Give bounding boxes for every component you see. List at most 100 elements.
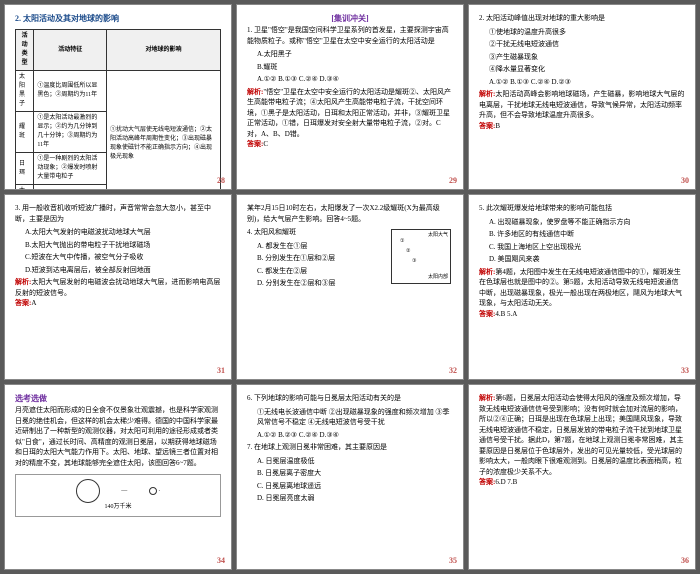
analysis: 解析:第4题，太阳图中发生在无线电短波通信图中的①，耀斑发生在色球层也就是图中的…	[479, 267, 685, 309]
opt: C. 我国上海地区上空出现极光	[479, 242, 685, 253]
slide-35: 6. 下列地球的影响可能与日冕层太阳活动有关的是 ①无线电长波通信中断 ②出现磁…	[236, 384, 464, 570]
slide-32: 某年2月15日10时左右，太阳爆发了一次X2.2级耀斑(X为最高级别)，给大气层…	[236, 194, 464, 380]
page-number: 29	[449, 175, 457, 187]
answer: 答案:B	[479, 121, 685, 132]
analysis: 解析:太阳活动高峰会影响地球磁场，产生磁暴，影响地球大气层的电离层，干扰地球无线…	[479, 89, 685, 121]
opt: B. 日冕层离子密度大	[247, 468, 453, 479]
slide-29: [集训冲关] 1. 卫星"悟空"是我国空间科学卫星系列的首发星，主要探测宇宙高能…	[236, 4, 464, 190]
opt: A. 日冕层温度极低	[247, 456, 453, 467]
answer-label: 答案:	[479, 122, 495, 130]
answer: 答案:A	[15, 298, 221, 309]
th-feature: 活动特征	[34, 30, 107, 71]
slide-30: 2. 太阳活动峰值出现对地球的重大影响是 ①使地球的温度升高很多 ②干扰无线电短…	[468, 4, 696, 190]
answer-text: B	[495, 122, 500, 130]
answer: 答案:C	[247, 139, 453, 150]
analysis: 解析:"悟空"卫星在太空中安全运行的太阳活动是耀斑②、太阳风产生高能带电粒子流；…	[247, 87, 453, 140]
answer-label: 答案:	[479, 478, 495, 486]
slide-36: 解析:第6题，日冕层太阳活动会使得太阳风的强度及频次增加，导致无线电短波通信信号…	[468, 384, 696, 570]
label-outer: 太阳大气	[428, 232, 448, 240]
sun-layers-diagram: 太阳大气 太阳内部 ① ② ③	[391, 229, 451, 284]
opt: B.耀斑	[247, 62, 453, 73]
opt: ③产生磁暴现象	[479, 52, 685, 63]
q5-prompt: 5. 此次耀斑爆发给地球带来的影响可能包括	[479, 203, 685, 214]
layer-1: ①	[400, 238, 404, 246]
opt: B. 许多地区的有线通信中断	[479, 229, 685, 240]
opt: D. 日冕层亮度太弱	[247, 493, 453, 504]
slide-title: 2. 太阳活动及其对地球的影响	[15, 13, 221, 25]
opt: C.短波在大气中传播，被空气分子吸收	[15, 252, 221, 263]
page-number: 32	[449, 365, 457, 377]
sun-earth-diagram: — · 140万千米	[15, 474, 221, 517]
slide-34: 选考选做 月亮遮住太阳而形成的日全食不仅景象壮观震撼，也是科学家观测日冕的绝佳机…	[4, 384, 232, 570]
answer: 答案:6.D 7.B	[479, 477, 685, 488]
cell: 耀斑	[16, 112, 34, 153]
layer-3: ③	[412, 258, 416, 266]
section-title: [集训冲关]	[247, 13, 453, 25]
analysis-text: 太阳大气层发射的电磁波会扰动地球大气层，进而影响电高层反射的短波信号。	[15, 278, 220, 297]
opt: A.太阳黑子	[247, 49, 453, 60]
cell: 日冕层抛射超过100万摄氏度形成带电粒子流	[34, 185, 107, 191]
q1-prompt: 1. 卫星"悟空"是我国空间科学卫星系列的首发星，主要探测宇宙高能物质粒子。或称…	[247, 25, 453, 46]
page-number: 31	[217, 365, 225, 377]
analysis-text: 第6题，日冕层太阳活动会使得太阳风的强度及频次增加，导致无线电短波通信信号受到影…	[479, 394, 684, 476]
cell: ①是一种剧烈的太阳活动现象；②爆发时喷射大量带电粒子	[34, 153, 107, 185]
opt: A. 出现磁暴现象，使罗盘等不能正确指示方向	[479, 217, 685, 228]
text: 月亮遮住太阳而形成的日全食不仅景象壮观震撼，也是科学家观测日冕的绝佳机会，但这样…	[15, 405, 221, 468]
opt: ④降水量显著变化	[479, 64, 685, 75]
layer-2: ②	[406, 248, 410, 256]
answer-label: 答案:	[479, 310, 495, 318]
page-number: 35	[449, 555, 457, 567]
activity-table: 活动类型 活动特征 对地球的影响 太阳黑子 ①温度比周围低所以显黑色；②周期约为…	[15, 29, 221, 190]
cell: ①温度比周围低所以显黑色；②周期约为11年	[34, 71, 107, 112]
th-effect: 对地球的影响	[107, 30, 221, 71]
analysis: 解析:太阳大气层发射的电磁波会扰动地球大气层，进而影响电高层反射的短波信号。	[15, 277, 221, 298]
analysis: 解析:第6题，日冕层太阳活动会使得太阳风的强度及频次增加，导致无线电短波通信信号…	[479, 393, 685, 477]
page-number: 30	[681, 175, 689, 187]
opt: ①使地球的温度升高很多	[479, 27, 685, 38]
opt: D.短波到达电离层后，被全部反射回地面	[15, 265, 221, 276]
sun-icon	[76, 479, 100, 503]
analysis-label: 解析:	[247, 88, 263, 96]
q6-choices: A.①② B.②③ C.②④ D.③④	[247, 430, 453, 441]
label-inner: 太阳内部	[428, 274, 448, 282]
analysis-label: 解析:	[479, 90, 495, 98]
page-number: 34	[217, 555, 225, 567]
q6-sub: ①无线电长波通信中断 ②出现磁暴现象的强度和频次增加 ③季风常信号不稳定 ④无线…	[247, 407, 453, 428]
cell: 日珥	[16, 153, 34, 185]
distance-label: 140万千米	[20, 503, 216, 512]
answer-text: 6.D 7.B	[495, 478, 517, 486]
opt: A.①② B.①③ C.②④ D.③④	[247, 74, 453, 85]
analysis-label: 解析:	[15, 278, 31, 286]
cell: ①是太阳活动最激烈的显示；②约为几分钟到几十分钟；③周期约为11年	[34, 112, 107, 153]
q-header: 某年2月15日10时左右，太阳爆发了一次X2.2级耀斑(X为最高级别)，给大气层…	[247, 203, 453, 224]
slide-28: 2. 太阳活动及其对地球的影响 活动类型 活动特征 对地球的影响 太阳黑子 ①温…	[4, 4, 232, 190]
section-title: 选考选做	[15, 393, 221, 405]
opt: B.太阳大气抛出的带电粒子干扰地球磁场	[15, 240, 221, 251]
page-number: 33	[681, 365, 689, 377]
answer-label: 答案:	[247, 140, 263, 148]
choice: A.①② B.①③ C.②④ D.②③	[479, 77, 685, 88]
opt: A.太阳大气发射的电磁波扰动地球大气层	[15, 227, 221, 238]
opt: D. 美国飓风来袭	[479, 254, 685, 265]
slide-33: 5. 此次耀斑爆发给地球带来的影响可能包括 A. 出现磁暴现象，使罗盘等不能正确…	[468, 194, 696, 380]
answer: 答案:4.B 5.A	[479, 309, 685, 320]
cell: 太阳黑子	[16, 71, 34, 112]
th-type: 活动类型	[16, 30, 34, 71]
opt: C. 日冕层离地球遥远	[247, 481, 453, 492]
analysis-label: 解析:	[479, 394, 495, 402]
answer-text: A	[31, 299, 36, 307]
q2-prompt: 2. 太阳活动峰值出现对地球的重大影响是	[479, 13, 685, 24]
opt: ②干扰无线电短波通信	[479, 39, 685, 50]
page-number: 28	[217, 175, 225, 187]
analysis-text: 第4题，太阳图中发生在无线电短波通信图中的①，耀斑发生在色球层也就是图中的②。第…	[479, 268, 682, 308]
cell: 太阳风	[16, 185, 34, 191]
slide-31: 3. 用一般收音机收听短波广播时，声音常常会忽大忽小，甚至中断，主要是因为 A.…	[4, 194, 232, 380]
earth-icon	[149, 487, 157, 495]
q3-prompt: 3. 用一般收音机收听短波广播时，声音常常会忽大忽小，甚至中断，主要是因为	[15, 203, 221, 224]
analysis-label: 解析:	[479, 268, 495, 276]
analysis-text: 太阳活动高峰会影响地球磁场，产生磁暴，影响地球大气层的电离层，干扰地球无线电短波…	[479, 90, 684, 119]
answer-label: 答案:	[15, 299, 31, 307]
q7-prompt: 7. 在地球上观测日冕非常困难，其主要原因是	[247, 442, 453, 453]
answer-text: 4.B 5.A	[495, 310, 517, 318]
analysis-text: "悟空"卫星在太空中安全运行的太阳活动是耀斑②、太阳风产生高能带电粒子流；④太阳…	[247, 88, 451, 138]
